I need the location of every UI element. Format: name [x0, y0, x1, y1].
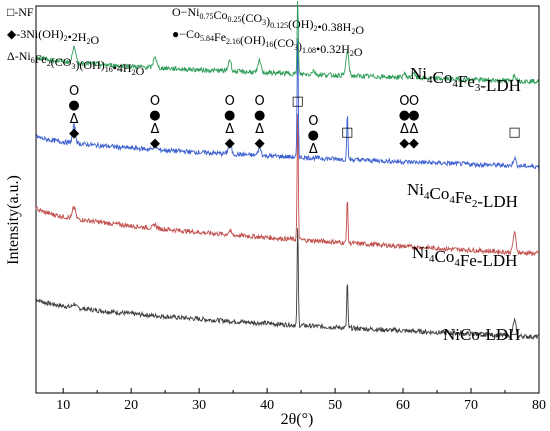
x-tick-label: 70 [464, 398, 478, 413]
ticks-layer: 10 20 30 40 50 60 70 80 [56, 388, 546, 413]
x-axis-title: 2θ(°) [281, 411, 314, 428]
y-axis-title: Intensity(a.u.) [5, 175, 22, 265]
peak-symbol: Δ [409, 122, 418, 137]
peak-symbol: O [255, 94, 265, 109]
legend-entry: ●−Co5.84Fe2.16(OH)16(CO3)1.08•0.32H2O [172, 27, 363, 59]
peak-symbol: Δ [309, 142, 318, 157]
peak-symbol: O [399, 94, 409, 109]
nf-marker: □ [508, 125, 520, 140]
peak-symbol: O [150, 94, 160, 109]
peak-symbol: ◆ [225, 136, 235, 151]
x-tick-label: 30 [192, 398, 206, 413]
legend-entry: O−Ni0.75Co0.25(CO3)0.125(OH)2•0.38H2O [172, 5, 364, 37]
nf-marker: □ [341, 125, 353, 140]
peak-symbol: ● [68, 98, 79, 113]
peak-symbol: ● [254, 108, 265, 123]
x-tick-label: 80 [532, 398, 546, 413]
nf-marker: □ [292, 94, 304, 109]
legend-text: ◆-3Ni(OH)2•2H2O [7, 27, 99, 47]
plot-border [35, 5, 540, 394]
series-label: NiCo-LDH [443, 325, 520, 344]
x-tick-label: 10 [56, 398, 70, 413]
peak-symbol: Δ [225, 122, 234, 137]
legend-entry: □-NF [7, 5, 34, 19]
legend-text: □-NF [7, 5, 34, 19]
legend-text: O−Ni0.75Co0.25(CO3)0.125(OH)2•0.38H2O [172, 5, 364, 37]
peak-symbol: Δ [255, 122, 264, 137]
peak-symbol: ● [224, 108, 235, 123]
peak-symbol: ◆ [150, 136, 160, 151]
peak-symbol: ◆ [409, 136, 419, 151]
series-label: Ni4Co4Fe2-LDH [407, 180, 518, 211]
peak-symbol: Δ [150, 122, 159, 137]
series-line [35, 113, 540, 257]
series-line [35, 228, 540, 341]
series-label: Ni4Co4Fe-LDH [412, 243, 517, 270]
peak-symbol: O [225, 94, 235, 109]
series-label: Ni4Co4Fe3-LDH [410, 64, 521, 95]
legend-text: ●−Co5.84Fe2.16(OH)16(CO3)1.08•0.32H2O [172, 27, 363, 59]
x-tick-label: 60 [396, 398, 410, 413]
peak-markers: O●Δ◆O●Δ◆O●Δ◆O●Δ◆□O●Δ□O●Δ◆O●Δ◆□ [68, 84, 520, 157]
series-line [35, 1, 540, 85]
legend-entry: Δ-Ni6Fe2(CO3)(OH)16•4H2O [7, 49, 145, 78]
peak-symbol: Δ [400, 122, 409, 137]
peak-symbol: ● [399, 108, 410, 123]
peak-symbol: O [308, 114, 318, 129]
legend: □-NF O−Ni0.75Co0.25(CO3)0.125(OH)2•0.38H2… [7, 5, 364, 78]
series-layer [35, 1, 540, 341]
peak-symbol: ◆ [399, 136, 409, 151]
peak-symbol: O [409, 94, 419, 109]
peak-symbol: ● [308, 128, 319, 143]
peak-symbol: O [69, 84, 79, 99]
x-tick-label: 20 [124, 398, 138, 413]
peak-symbol: ◆ [255, 136, 265, 151]
peak-symbol: ● [149, 108, 160, 123]
peak-symbol: ● [408, 108, 419, 123]
x-tick-label: 50 [328, 398, 342, 413]
legend-text: Δ-Ni6Fe2(CO3)(OH)16•4H2O [7, 49, 145, 78]
legend-entry: ◆-3Ni(OH)2•2H2O [7, 27, 99, 47]
series-line [35, 38, 540, 170]
x-tick-label: 40 [260, 398, 274, 413]
plot-frame [35, 5, 540, 394]
peak-symbol: ◆ [69, 126, 79, 141]
series-labels: Ni4Co4Fe3-LDH Ni4Co4Fe2-LDH Ni4Co4Fe-LDH Ni… [407, 64, 521, 344]
peak-symbol: Δ [70, 112, 79, 127]
